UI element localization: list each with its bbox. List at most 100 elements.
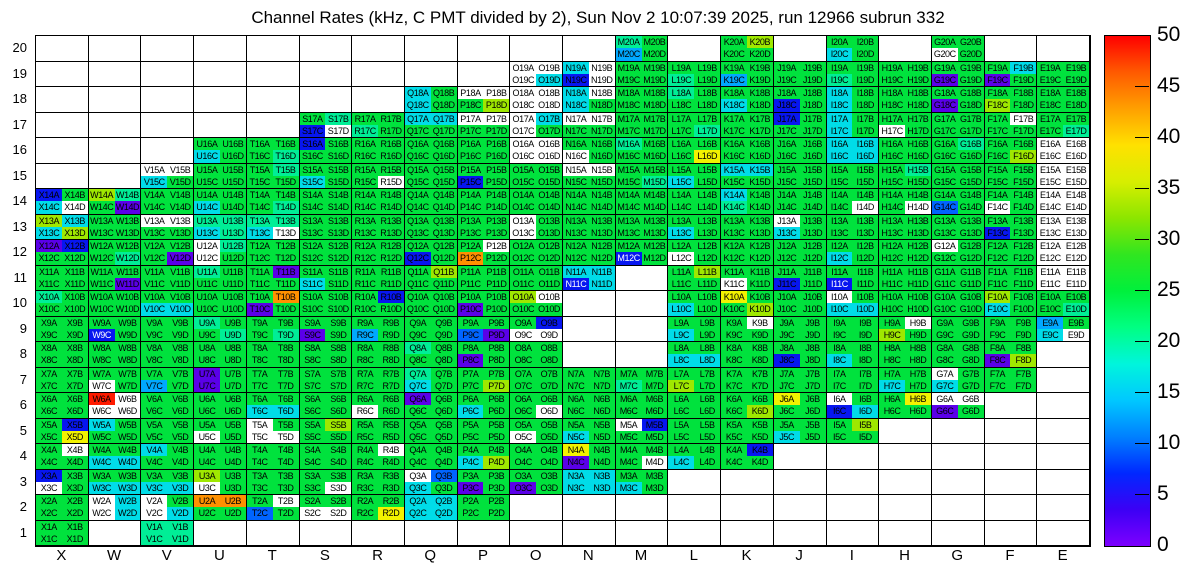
channel-E9B: E9B: [1063, 316, 1089, 329]
channel-Q7C: Q7C: [404, 379, 431, 392]
channel-K10B: K10B: [746, 291, 773, 304]
cell-quadrants: U16A U16B U16C U16D: [194, 138, 246, 163]
channel-F7B: F7B: [1010, 367, 1037, 380]
channel-R16D: R16D: [378, 150, 404, 163]
cell-S1: [299, 520, 353, 546]
channel-M17B: M17B: [641, 112, 668, 125]
cell-X15: [36, 163, 89, 189]
channel-P2B: P2B: [483, 495, 510, 508]
channel-F14A: F14A: [984, 189, 1011, 202]
channel-F16C: F16C: [984, 150, 1011, 163]
channel-Q12A: Q12A: [404, 240, 431, 253]
channel-H19D: H19D: [905, 73, 931, 86]
channel-O10C: O10C: [510, 303, 537, 316]
channel-Q9D: Q9D: [430, 328, 457, 341]
channel-E19B: E19B: [1063, 61, 1089, 74]
channel-N13B: N13B: [588, 214, 615, 227]
cell-quadrants: J15A J15B J15C J15D: [773, 163, 826, 188]
cell-X17: [36, 112, 89, 138]
cell-quadrants: O7A O7B O7C O7D: [510, 367, 562, 392]
cell-quadrants: I7A I7B I7C I7D: [826, 367, 879, 392]
channel-I12C: I12C: [826, 252, 853, 265]
cell-N8: [563, 342, 616, 368]
channel-K8C: K8C: [721, 354, 747, 367]
channel-L11B: L11B: [694, 265, 721, 278]
cell-quadrants: G15A G15B G15C G15D: [931, 163, 984, 188]
cell-quadrants: E15A E15B E15C E15D: [1037, 163, 1089, 188]
channel-V4B: V4B: [167, 444, 194, 457]
cell-L13: L13A L13B L13C L13D: [668, 214, 722, 240]
cell-V2: V2A V2B V2C V2D: [141, 495, 195, 521]
channel-M3D: M3D: [641, 481, 668, 494]
channel-H8B: H8B: [905, 342, 931, 355]
channel-Q5C: Q5C: [404, 430, 431, 443]
channel-S4C: S4C: [299, 456, 326, 469]
channel-O9A: O9A: [510, 316, 537, 329]
channel-L12D: L12D: [694, 252, 721, 265]
cell-quadrants: V6A V6B V6C V6D: [141, 393, 194, 418]
cell-K12: K12A K12B K12C K12D: [721, 240, 774, 266]
channel-X3D: X3D: [61, 481, 88, 494]
channel-X2C: X2C: [36, 507, 62, 520]
cell-quadrants: R8A R8B R8C R8D: [352, 342, 404, 367]
channel-W8D: W8D: [114, 354, 141, 367]
channel-G13D: G13D: [957, 226, 984, 239]
channel-L10B: L10B: [694, 291, 721, 304]
cell-quadrants: E13A E13B E13C E13D: [1037, 214, 1089, 239]
cell-H2: [879, 495, 932, 521]
cell-quadrants: U13A U13B U13C U13D: [194, 214, 246, 239]
cell-Q6: Q6A Q6B Q6C Q6D: [404, 393, 458, 419]
channel-O13A: O13A: [510, 214, 537, 227]
channel-H8C: H8C: [879, 354, 906, 367]
cell-F3: [984, 469, 1038, 495]
channel-I10A: I10A: [826, 291, 853, 304]
cell-S4: S4A S4B S4C S4D: [299, 444, 353, 470]
cell-H19: H19A H19B H19C H19D: [879, 61, 932, 87]
channel-U7A: U7A: [194, 367, 220, 380]
cell-T4: T4A T4B T4C T4D: [246, 444, 300, 470]
channel-Q14D: Q14D: [430, 201, 457, 214]
cell-Q18: Q18A Q18B Q18C Q18D: [404, 87, 458, 113]
cell-F4: [984, 444, 1038, 470]
channel-L13B: L13B: [694, 214, 721, 227]
cell-L18: L18A L18B L18C L18D: [668, 87, 722, 113]
channel-S11D: S11D: [325, 277, 352, 290]
channel-S12C: S12C: [299, 252, 326, 265]
channel-X11A: X11A: [36, 265, 62, 278]
channel-H16C: H16C: [879, 150, 906, 163]
cell-quadrants: X11A X11B X11C X11D: [36, 265, 88, 290]
channel-I20D: I20D: [852, 48, 879, 61]
cell-quadrants: R12A R12B R12C R12D: [352, 240, 404, 265]
cell-quadrants: J13A J13B J13C J13D: [773, 214, 826, 239]
channel-L15D: L15D: [694, 175, 721, 188]
channel-X6C: X6C: [36, 405, 62, 418]
cell-W3: W3A W3B W3C W3D: [88, 469, 142, 495]
channel-P2A: P2A: [457, 495, 484, 508]
channel-P5A: P5A: [457, 418, 484, 431]
cell-R6: R6A R6B R6C R6D: [352, 393, 405, 419]
channel-T2D: T2D: [272, 507, 299, 520]
channel-M15D: M15D: [641, 175, 668, 188]
channel-N4D: N4D: [588, 456, 615, 469]
channel-E19D: E19D: [1063, 73, 1089, 86]
cell-T7: T7A T7B T7C T7D: [246, 367, 300, 393]
cell-quadrants: G12A G12B G12C G12D: [931, 240, 984, 265]
cell-quadrants: I17A I17B I17C I17D: [826, 112, 879, 137]
cell-quadrants: O10A O10B O10C O10D: [510, 291, 562, 316]
channel-S10B: S10B: [325, 291, 352, 304]
cell-S20: [299, 36, 353, 62]
channel-T10D: T10D: [272, 303, 299, 316]
channel-W6D: W6D: [114, 405, 141, 418]
channel-H15C: H15C: [879, 175, 906, 188]
channel-P16D: P16D: [483, 150, 510, 163]
cell-O11: O11A O11B O11C O11D: [510, 265, 563, 291]
channel-S3B: S3B: [325, 469, 352, 482]
channel-U4C: U4C: [194, 456, 220, 469]
channel-M14A: M14A: [615, 189, 642, 202]
cell-quadrants: G7A G7B G7C G7D: [931, 367, 984, 392]
cell-O5: O5A O5B O5C O5D: [510, 418, 563, 444]
channel-R2A: R2A: [352, 495, 379, 508]
channel-R17A: R17A: [352, 112, 379, 125]
cell-T6: T6A T6B T6C T6D: [246, 393, 300, 419]
cell-quadrants: X14A X14B X14C X14D: [36, 189, 88, 214]
